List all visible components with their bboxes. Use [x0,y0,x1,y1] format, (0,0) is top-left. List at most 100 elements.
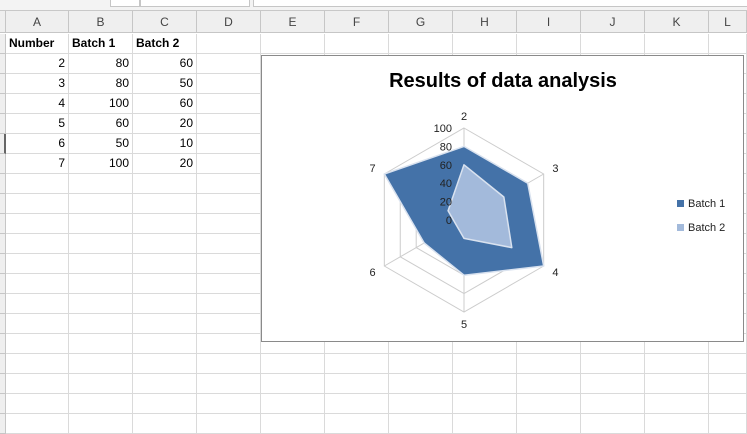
data-cell[interactable]: 3 [6,74,69,94]
cell[interactable] [197,254,261,274]
data-cell[interactable]: 60 [69,114,133,134]
row-header[interactable] [0,294,6,314]
row-header[interactable] [0,54,6,74]
cell[interactable] [69,334,133,354]
cell[interactable] [197,334,261,354]
cell[interactable] [6,394,69,414]
cell[interactable] [709,34,747,54]
cell[interactable] [325,354,389,374]
cell[interactable] [6,194,69,214]
cell[interactable] [197,154,261,174]
column-header-a[interactable]: A [6,11,69,33]
cell[interactable] [197,134,261,154]
column-header-f[interactable]: F [325,11,389,33]
row-header[interactable] [0,254,6,274]
data-cell[interactable]: 80 [69,74,133,94]
cell[interactable] [133,274,197,294]
cell[interactable] [325,394,389,414]
data-cell[interactable]: 60 [133,54,197,74]
cell[interactable] [69,194,133,214]
cell[interactable] [69,274,133,294]
cell[interactable] [645,334,709,354]
data-cell[interactable]: 50 [133,74,197,94]
row-header[interactable] [0,154,6,174]
cell[interactable] [197,414,261,434]
row-header[interactable] [0,214,6,234]
cell[interactable] [197,114,261,134]
cell[interactable] [517,34,581,54]
cell[interactable] [389,414,453,434]
cell[interactable] [6,354,69,374]
cell[interactable] [197,314,261,334]
row-header[interactable] [0,34,6,54]
column-header-j[interactable]: J [581,11,645,33]
cell[interactable] [453,394,517,414]
row-header[interactable] [0,74,6,94]
ribbon-tab[interactable] [140,0,250,7]
column-header-h[interactable]: H [453,11,517,33]
ribbon-tab[interactable] [110,0,140,7]
data-cell[interactable]: 10 [133,134,197,154]
cell[interactable] [517,414,581,434]
data-cell[interactable]: 5 [6,114,69,134]
data-cell[interactable]: 4 [6,94,69,114]
column-header-e[interactable]: E [261,11,325,33]
cell[interactable] [581,34,645,54]
cell[interactable] [69,234,133,254]
column-header-i[interactable]: I [517,11,581,33]
cell[interactable] [69,394,133,414]
row-header[interactable] [0,274,6,294]
cell[interactable] [197,234,261,254]
cell[interactable] [581,394,645,414]
cell[interactable] [389,354,453,374]
row-header[interactable] [0,94,6,114]
column-header-l[interactable]: L [709,11,747,33]
cell[interactable] [709,394,747,414]
cell[interactable] [581,374,645,394]
cell[interactable] [645,394,709,414]
cell[interactable] [517,394,581,414]
row-header[interactable] [0,134,6,154]
data-cell[interactable]: 2 [6,54,69,74]
column-header-g[interactable]: G [389,11,453,33]
cell[interactable] [517,334,581,354]
cell[interactable] [6,234,69,254]
cell[interactable] [69,174,133,194]
cell[interactable] [133,294,197,314]
cell[interactable] [197,174,261,194]
data-cell[interactable]: 20 [133,114,197,134]
header-cell[interactable]: Number [6,34,69,54]
data-cell[interactable]: 6 [6,134,69,154]
column-header-k[interactable]: K [645,11,709,33]
cell[interactable] [453,34,517,54]
cell[interactable] [197,54,261,74]
cell[interactable] [133,194,197,214]
cell[interactable] [325,334,389,354]
cell[interactable] [6,414,69,434]
cell[interactable] [197,294,261,314]
cell[interactable] [69,254,133,274]
data-cell[interactable]: 60 [133,94,197,114]
column-header-b[interactable]: B [69,11,133,33]
cell[interactable] [709,354,747,374]
data-cell[interactable]: 50 [69,134,133,154]
cell[interactable] [453,374,517,394]
cell[interactable] [709,414,747,434]
cell[interactable] [69,294,133,314]
cell[interactable] [197,74,261,94]
data-cell[interactable]: 7 [6,154,69,174]
cell[interactable] [6,374,69,394]
cell[interactable] [389,334,453,354]
cell[interactable] [133,254,197,274]
row-header[interactable] [0,234,6,254]
cell[interactable] [261,354,325,374]
cell[interactable] [6,214,69,234]
row-header[interactable] [0,354,6,374]
cell[interactable] [709,374,747,394]
cell[interactable] [389,34,453,54]
column-header-c[interactable]: C [133,11,197,33]
header-cell[interactable]: Batch 1 [69,34,133,54]
cell[interactable] [389,394,453,414]
cell[interactable] [645,414,709,434]
header-cell[interactable]: Batch 2 [133,34,197,54]
